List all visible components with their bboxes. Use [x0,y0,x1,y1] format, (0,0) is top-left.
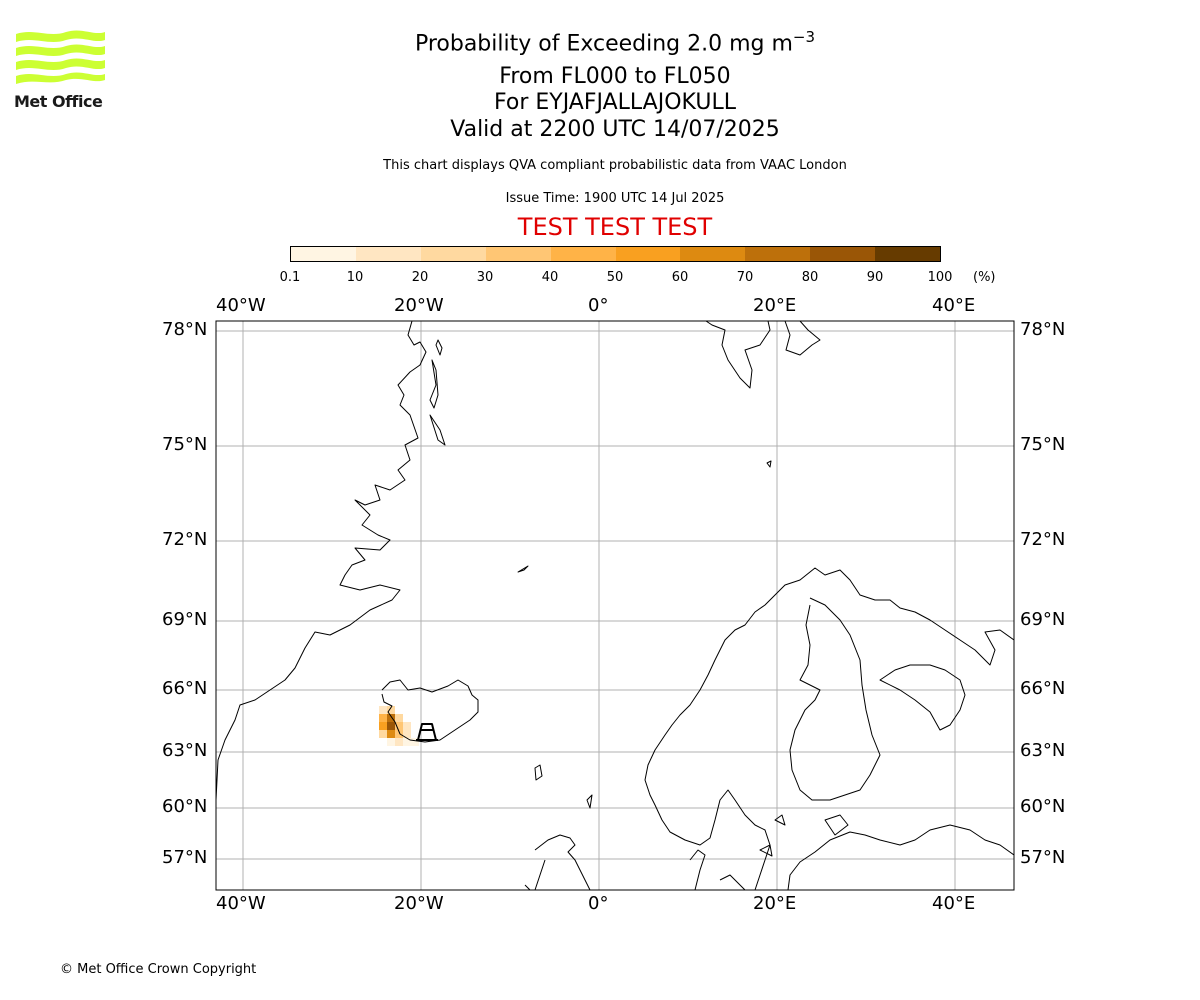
logo-text: Met Office [14,92,103,111]
ash-probability-field [379,706,419,746]
colorbar-tick-label: 10 [346,270,364,285]
svalbard-coast [705,321,771,389]
colorbar-segment [291,247,356,261]
lon-label-top: 0° [588,295,609,316]
lat-label-right: 57°N [1020,847,1066,868]
colorbar-segment [420,247,486,261]
issue-time: Issue Time: 1900 UTC 14 Jul 2025 [505,191,725,206]
lat-label-right: 69°N [1020,609,1066,630]
greenland-coast [216,321,427,801]
volcano-marker [416,723,438,741]
lat-label-right: 66°N [1020,678,1066,699]
chart-title: Probability of Exceeding 2.0 mg m−3 [414,28,816,57]
colorbar-tick-label: 70 [736,270,754,285]
colorbar-tick-label: 30 [476,270,494,285]
graticule [216,321,1014,890]
colorbar-tick-label: 20 [411,270,429,285]
probability-colorbar [290,246,941,262]
lon-label-top: 20°W [394,295,444,316]
colorbar-segment [615,247,681,261]
lon-label-top: 40°E [932,295,976,316]
colorbar-tick-label: 100 [927,270,953,285]
colorbar-segment [680,247,746,261]
lon-label-bottom: 40°W [216,893,266,914]
iceland-coast [381,679,479,743]
lat-label-right: 72°N [1020,529,1066,550]
lat-label-left: 72°N [162,529,208,550]
lat-label-left: 78°N [162,319,208,340]
colorbar-tick-label: 80 [801,270,819,285]
coastlines [216,321,1014,890]
colorbar-tick-label: 40 [541,270,559,285]
lat-label-left: 63°N [162,740,208,761]
colorbar-segment [745,247,811,261]
colorbar-tick-label: 60 [671,270,689,285]
scotland-coast [524,834,591,890]
lat-label-right: 78°N [1020,319,1066,340]
chart-subtitle: This chart displays QVA compliant probab… [383,158,847,173]
lon-label-bottom: 20°W [394,893,444,914]
colorbar-tick-label: 50 [606,270,624,285]
colorbar-unit: (%) [973,270,996,285]
colorbar-segment [355,247,421,261]
colorbar-segment [810,247,876,261]
lat-label-left: 60°N [162,796,208,817]
lat-label-right: 75°N [1020,434,1066,455]
colorbar-tick-label: 90 [866,270,884,285]
colorbar-segment [875,247,941,261]
lat-label-left: 66°N [162,678,208,699]
volcano-name: For EYJAFJALLAJOKULL [494,90,736,115]
lon-label-bottom: 40°E [932,893,976,914]
gulf-of-bothnia [789,597,881,801]
met-office-logo [16,30,105,84]
colorbar-tick-label: 0.1 [279,270,301,285]
valid-time: Valid at 2200 UTC 14/07/2025 [450,117,780,142]
scandinavia-coast [644,567,1014,890]
lon-label-top: 20°E [753,295,797,316]
lat-label-left: 57°N [162,847,208,868]
lon-label-bottom: 20°E [753,893,797,914]
copyright-notice: © Met Office Crown Copyright [60,962,257,977]
lat-label-right: 63°N [1020,740,1066,761]
test-banner: TEST TEST TEST [517,213,713,241]
colorbar-segment [485,247,551,261]
lon-label-top: 40°W [216,295,266,316]
flight-level-range: From FL000 to FL050 [499,64,731,89]
lat-label-left: 75°N [162,434,208,455]
colorbar-segment [550,247,616,261]
lon-label-bottom: 0° [588,893,609,914]
lat-label-right: 60°N [1020,796,1066,817]
lat-label-left: 69°N [162,609,208,630]
map-frame [215,320,1015,891]
